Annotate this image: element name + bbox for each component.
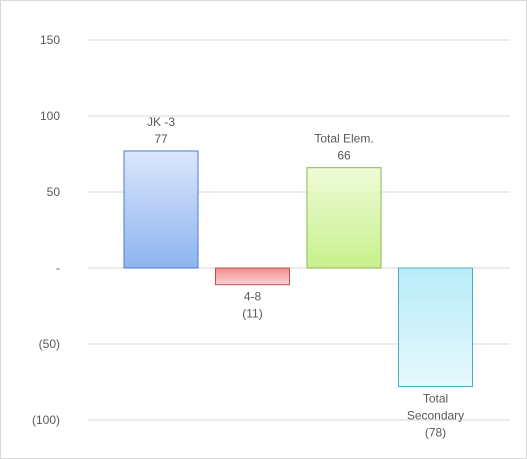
bar bbox=[215, 267, 290, 286]
value-label: 77 bbox=[154, 132, 168, 146]
y-tick-label: 50 bbox=[47, 185, 61, 199]
category-label: Total bbox=[423, 392, 448, 406]
bar bbox=[306, 167, 382, 269]
category-label: 4-8 bbox=[244, 290, 262, 304]
bar bbox=[123, 150, 199, 269]
y-tick-label: 150 bbox=[40, 33, 60, 47]
category-label: Secondary bbox=[407, 409, 464, 423]
y-tick-label: (100) bbox=[32, 413, 60, 427]
y-tick-label: - bbox=[56, 261, 60, 275]
y-tick-label: (50) bbox=[39, 337, 60, 351]
value-label: 66 bbox=[337, 149, 351, 163]
data-labels: JK -3 77 4-8 (11) Total Elem. 66 Total Secondar… bbox=[147, 115, 464, 440]
category-label: JK -3 bbox=[147, 115, 175, 129]
value-label: (11) bbox=[242, 307, 262, 321]
y-tick-label: 100 bbox=[40, 109, 60, 123]
bar bbox=[398, 267, 473, 388]
category-label: Total Elem. bbox=[314, 132, 373, 146]
y-axis-ticks: 150 100 50 - (50) (100) bbox=[32, 33, 60, 427]
bars bbox=[123, 150, 473, 388]
value-label: (78) bbox=[425, 426, 446, 440]
